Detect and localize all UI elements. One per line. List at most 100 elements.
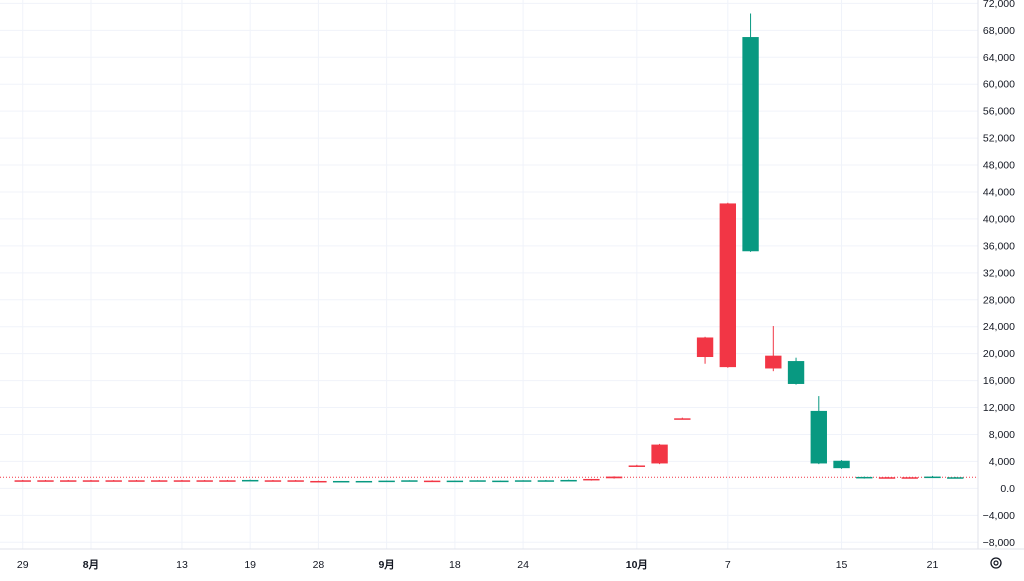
candle-body	[14, 480, 31, 482]
y-tick-label: −8,000	[983, 537, 1016, 549]
y-tick-label: 72,000	[983, 0, 1015, 10]
candle-body	[287, 480, 304, 482]
candle-body	[514, 480, 532, 482]
x-tick-label: 18	[449, 559, 461, 571]
candle-body	[651, 444, 668, 464]
candle	[82, 479, 100, 482]
candle	[446, 480, 464, 483]
y-tick-label: 8,000	[989, 429, 1015, 441]
candle-body	[787, 361, 805, 384]
candle-body	[332, 480, 350, 483]
candle	[264, 479, 282, 482]
y-tick-label: 52,000	[983, 133, 1015, 145]
candle	[719, 202, 737, 368]
x-tick-label: 15	[836, 559, 848, 571]
candle-body	[537, 480, 555, 482]
candles	[14, 13, 964, 483]
candle-body	[696, 337, 714, 358]
candle-body	[60, 480, 77, 482]
candle	[105, 479, 122, 482]
candle-body	[401, 480, 418, 482]
x-tick-label: 24	[517, 559, 529, 571]
candle	[947, 476, 964, 479]
candle-body	[628, 465, 646, 467]
candle-body	[856, 476, 873, 479]
y-tick-label: 0.0	[1000, 483, 1015, 495]
y-tick-label: 28,000	[983, 294, 1015, 306]
gear-icon[interactable]	[990, 557, 1002, 569]
candle-body	[947, 477, 964, 479]
candle-body	[105, 480, 122, 482]
y-tick-label: −4,000	[983, 510, 1016, 522]
y-tick-label: 36,000	[983, 240, 1015, 252]
candle-body	[719, 203, 737, 368]
x-tick-label: 29	[17, 559, 29, 571]
candle-body	[810, 410, 827, 464]
y-tick-label: 12,000	[983, 402, 1015, 414]
x-tick-label: 10月	[626, 559, 648, 571]
candle	[173, 479, 191, 482]
candle	[924, 475, 941, 479]
candle-body	[924, 476, 941, 479]
candle	[378, 480, 395, 483]
candle-body	[492, 480, 509, 483]
candle	[401, 480, 418, 482]
x-tick-label: 13	[176, 559, 188, 571]
candle-body	[446, 480, 464, 483]
candle-body	[469, 480, 486, 482]
candle	[287, 479, 304, 482]
candle-body	[264, 480, 282, 482]
candle-body	[765, 355, 782, 369]
candle-body	[128, 480, 145, 482]
candle-body	[82, 480, 100, 482]
x-tick-label: 19	[244, 559, 256, 571]
candle	[742, 13, 759, 252]
candle	[787, 357, 805, 385]
candle	[674, 417, 691, 420]
y-tick-label: 48,000	[983, 160, 1015, 172]
candle	[856, 476, 873, 479]
candle	[492, 480, 509, 483]
time-axis[interactable]: 29 8月 13 19 28 9月 18 24 10月 7 15 21	[17, 559, 939, 571]
candle	[605, 476, 623, 479]
candle	[355, 480, 373, 483]
candle	[60, 479, 77, 482]
grid-lines	[0, 0, 978, 549]
candle	[514, 480, 532, 482]
x-tick-label: 28	[313, 559, 325, 571]
candle	[810, 396, 827, 465]
y-tick-label: 16,000	[983, 375, 1015, 387]
y-tick-label: 20,000	[983, 348, 1015, 360]
x-tick-label: 21	[927, 559, 939, 571]
candle	[423, 480, 441, 483]
candle-body	[378, 480, 395, 483]
y-tick-label: 4,000	[989, 456, 1015, 468]
candle	[128, 479, 145, 482]
y-tick-label: 60,000	[983, 79, 1015, 91]
candle-body	[219, 480, 236, 482]
candle-body	[742, 37, 759, 252]
candle-body	[605, 476, 623, 479]
candle-body	[901, 477, 918, 479]
candle-body	[423, 480, 441, 483]
candle	[583, 478, 600, 481]
x-tick-label: 7	[725, 559, 731, 571]
x-tick-label: 8月	[83, 559, 99, 571]
y-tick-label: 68,000	[983, 25, 1015, 37]
candle	[151, 479, 168, 482]
candle	[37, 479, 54, 482]
candle-body	[355, 480, 373, 483]
candle	[560, 479, 577, 482]
price-axis[interactable]: 72,000 68,000 64,000 60,000 56,000 52,000 48,0…	[983, 0, 1016, 549]
candle	[901, 476, 918, 479]
candle	[696, 336, 714, 364]
candle-body	[583, 478, 600, 481]
candle-body	[310, 480, 327, 483]
candle	[241, 479, 259, 482]
candle	[878, 476, 896, 479]
candle	[537, 479, 555, 482]
candle-body	[151, 480, 168, 482]
candle-body	[878, 477, 896, 479]
